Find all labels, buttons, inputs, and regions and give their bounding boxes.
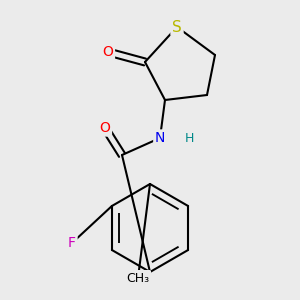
Text: N: N bbox=[155, 131, 165, 145]
Text: S: S bbox=[172, 20, 182, 34]
Text: CH₃: CH₃ bbox=[126, 272, 150, 284]
Text: O: O bbox=[103, 45, 113, 59]
Text: O: O bbox=[100, 121, 110, 135]
Text: F: F bbox=[68, 236, 76, 250]
Text: H: H bbox=[185, 131, 194, 145]
